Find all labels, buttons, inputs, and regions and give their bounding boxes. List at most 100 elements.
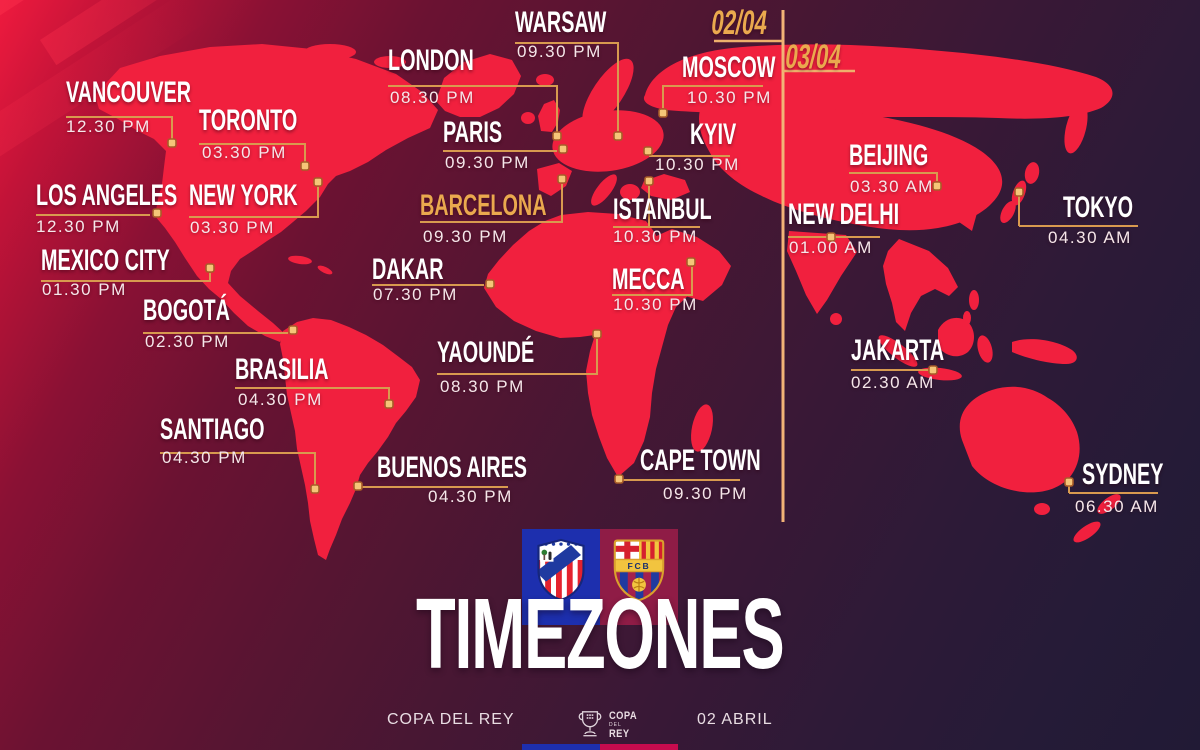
city-time-sydney: 06.30 AM [1075,497,1159,516]
city-connector-santiago [160,452,316,485]
island-arctic-2 [374,56,406,68]
continent-south-america [280,318,420,560]
island-tasmania [1034,503,1050,515]
city-name-buenos-aires: BUENOS AIRES [377,451,527,484]
copa-logo-top: COPA [609,709,638,722]
city-name-mexico-city: MEXICO CITY [41,244,170,277]
city-time-mexico-city: 01.30 PM [42,280,127,299]
city-dot-moscow [658,108,668,118]
island-caribbean-1 [288,255,312,265]
city-name-los-angeles: LOS ANGELES [36,179,178,212]
city-name-kyiv: KYIV [690,118,737,151]
city-dot-kyiv [643,146,653,156]
city-time-toronto: 03.30 PM [202,143,287,162]
region-balkans [620,184,640,200]
city-time-yaounde: 08.30 PM [440,377,525,396]
city-time-new-delhi: 01.00 AM [789,238,873,257]
city-connector-mecca [612,267,693,296]
city-connector-london [388,85,558,132]
city-time-bogota: 02.30 PM [145,332,230,351]
city-connector-tokyo [1018,196,1138,227]
copa-logo-mid: DEL [609,721,622,728]
city-dot-bogota [288,325,298,335]
city-name-barcelona: BARCELONA [420,189,547,222]
city-dot-dakar [485,279,495,289]
city-connector-brasilia [235,387,390,400]
city-time-cape-town: 09.30 PM [663,484,748,503]
barcelona-crest-panel: FCB [600,529,678,625]
city-time-istanbul: 10.30 PM [613,227,698,246]
city-name-warsaw: WARSAW [515,6,607,39]
island-great-britain [538,100,560,132]
city-connector-warsaw [515,42,619,131]
city-name-moscow: MOSCOW [682,51,776,84]
city-name-beijing: BEIJING [849,139,929,172]
footer-club-colors-bar [522,744,678,750]
city-dot-barcelona [557,174,567,184]
crest-fcb-text: FCB [628,561,651,571]
island-iceland [536,74,554,86]
city-name-mecca: MECCA [612,263,685,296]
island-new-zealand-north [1097,494,1121,514]
city-time-buenos-aires: 04.30 PM [428,487,513,506]
city-dot-jakarta [928,365,938,375]
city-name-jakarta: JAKARTA [851,334,945,367]
city-time-vancouver: 12.30 PM [66,117,151,136]
trophy-icon [578,711,602,737]
city-dot-beijing [932,181,942,191]
continent-north-america [95,44,438,342]
city-connector-yaounde [437,339,598,375]
city-time-dakar: 07.30 PM [373,285,458,304]
city-time-moscow: 10.30 PM [687,88,772,107]
region-india [787,231,857,314]
city-name-new-york: NEW YORK [189,179,298,212]
city-name-new-delhi: NEW DELHI [788,198,900,231]
city-dot-buenos-aires [353,481,363,491]
island-madagascar [691,404,713,452]
city-name-dakar: DAKAR [372,253,444,286]
island-arctic-1 [304,44,356,60]
city-dot-warsaw [613,131,623,141]
city-name-london: LONDON [388,44,474,77]
city-dot-new-york [313,177,323,187]
island-philippines [969,290,979,310]
city-dot-los-angeles [152,208,162,218]
city-name-bogota: BOGOTÁ [143,294,230,327]
region-italy [591,174,617,206]
city-name-tokyo: TOKYO [1063,191,1134,224]
city-connector-moscow [662,85,763,108]
continent-africa [484,212,691,477]
city-connector-istanbul [613,186,700,228]
region-iberia [537,163,572,196]
fc-barcelona-crest-icon: FCB [613,539,665,602]
copa-del-rey-logo: COPA DEL REY [576,708,642,742]
page-title: TIMEZONES [0,584,1200,684]
city-name-cape-town: CAPE TOWN [640,444,761,477]
atletico-madrid-crest-icon [537,538,585,602]
island-sri-lanka [830,313,842,325]
island-caribbean-2 [317,265,333,275]
city-dot-paris [558,144,568,154]
city-connector-mexico-city [41,273,211,282]
city-dot-yaounde [592,329,602,339]
city-dot-vancouver [167,138,177,148]
copa-logo-text: COPA DEL REY [609,709,642,740]
city-time-london: 08.30 PM [390,88,475,107]
footer-competition-label: COPA DEL REY [387,711,515,728]
city-connector-barcelona [420,184,563,223]
city-connector-new-york [189,187,319,218]
city-dot-sydney [1064,477,1074,487]
city-time-paris: 09.30 PM [445,153,530,172]
region-indochina [883,239,958,331]
copa-logo-bottom: REY [609,727,630,740]
city-dot-mecca [686,257,696,267]
city-time-jakarta: 02.30 AM [851,373,935,392]
island-japan-south [1000,201,1016,223]
city-name-toronto: TORONTO [199,104,298,137]
city-time-kyiv: 10.30 PM [655,155,740,174]
region-central-europe [552,110,664,172]
city-connector-toronto [199,143,306,162]
city-name-vancouver: VANCOUVER [66,76,192,109]
